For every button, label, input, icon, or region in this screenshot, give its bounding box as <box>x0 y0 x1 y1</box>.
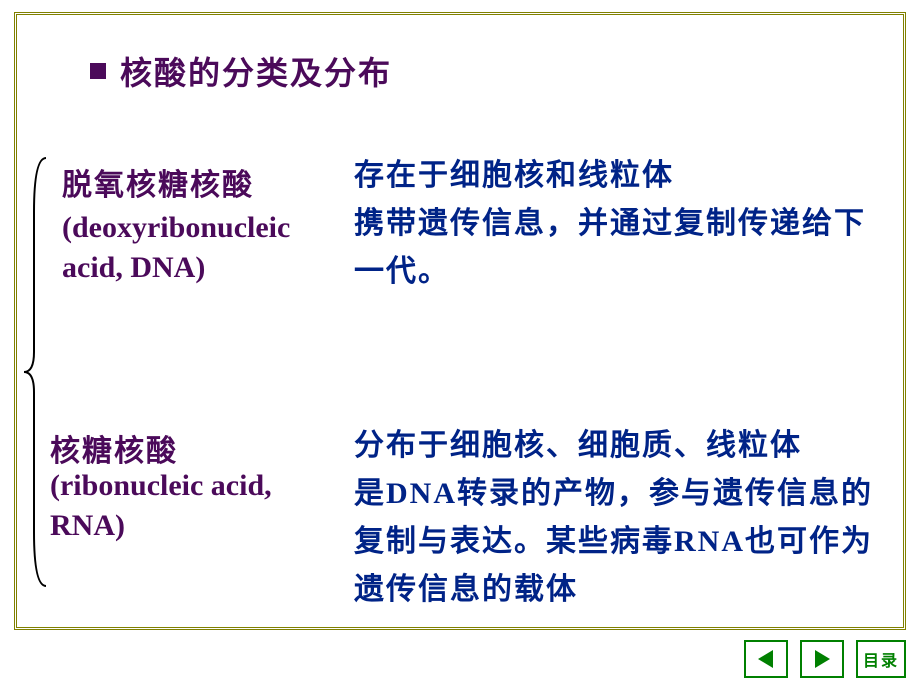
toc-button[interactable]: 目录 <box>856 640 906 678</box>
rna-term-zh: 核糖核酸 <box>50 426 178 470</box>
triangle-right-icon <box>811 648 833 670</box>
dna-term-en: (deoxyribonucleic acid, DNA) <box>62 208 342 288</box>
triangle-left-icon <box>755 648 777 670</box>
brace-icon <box>20 152 50 592</box>
heading-text: 核酸的分类及分布 <box>120 48 392 94</box>
dna-term-zh: 脱氧核糖核酸 <box>62 160 254 204</box>
nav-bar: 目录 <box>744 640 906 678</box>
prev-button[interactable] <box>744 640 788 678</box>
rna-description: 分布于细胞核、细胞质、线粒体是DNA转录的产物，参与遗传信息的复制与表达。某些病… <box>354 422 894 614</box>
bullet-icon <box>90 63 106 79</box>
next-button[interactable] <box>800 640 844 678</box>
rna-term-en: (ribonucleic acid, RNA) <box>50 466 340 546</box>
toc-label: 目录 <box>863 647 899 671</box>
slide-heading: 核酸的分类及分布 <box>90 48 392 94</box>
dna-description: 存在于细胞核和线粒体携带遗传信息，并通过复制传递给下一代。 <box>354 152 884 296</box>
